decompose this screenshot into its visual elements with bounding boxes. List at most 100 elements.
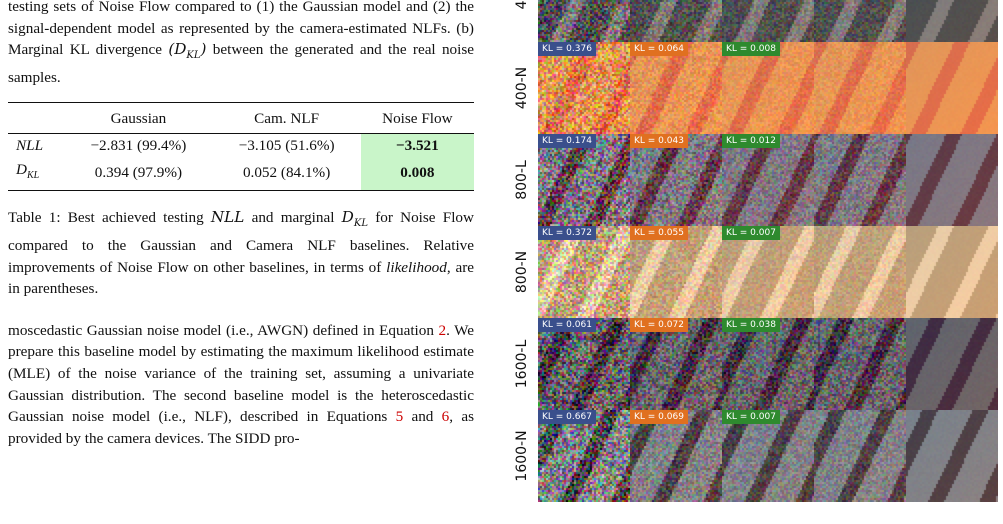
kl-badge: KL = 0.007 xyxy=(722,226,780,240)
noise-sample-tile xyxy=(814,0,906,42)
kl-badge: KL = 0.055 xyxy=(630,226,688,240)
noise-sample-image xyxy=(630,226,722,318)
noise-sample-image xyxy=(538,226,630,318)
kl-badge: KL = 0.008 xyxy=(722,42,780,56)
kl-badge: KL = 0.007 xyxy=(722,410,780,424)
noise-sample-tile xyxy=(814,410,906,502)
table-header-gaussian: Gaussian xyxy=(64,102,213,135)
cell-gaussian: 0.394 (97.9%) xyxy=(64,158,213,192)
cell-camnlf: 0.052 (84.1%) xyxy=(212,158,361,192)
noise-sample-image xyxy=(722,318,814,410)
noise-sample-image xyxy=(906,134,998,226)
equation-ref-5[interactable]: 5 xyxy=(395,408,404,426)
noise-sample-tile xyxy=(814,226,906,318)
noise-sample-tile xyxy=(906,134,998,226)
equation-ref-6[interactable]: 6 xyxy=(441,408,450,426)
noise-sample-image xyxy=(538,134,630,226)
row-label: 400 xyxy=(510,0,534,42)
noise-sample-image xyxy=(906,226,998,318)
intro-paragraph: testing sets of Noise Flow compared to (… xyxy=(8,0,474,88)
row-label: 1600-L xyxy=(514,339,530,389)
noise-sample-tile xyxy=(906,0,998,42)
table-row-dkl: DKL 0.394 (97.9%) 0.052 (84.1%) 0.008 xyxy=(8,158,474,192)
row-label: 1600-N xyxy=(514,430,530,482)
noise-sample-image xyxy=(538,0,630,42)
noise-sample-image xyxy=(814,410,906,502)
noise-sample-tile xyxy=(814,42,906,134)
noise-sample-tile xyxy=(906,226,998,318)
kl-badge: KL = 0.038 xyxy=(722,318,780,332)
noise-sample-tile: KL = 0.007 xyxy=(722,226,814,318)
noise-sample-image xyxy=(722,0,814,42)
table-header-empty xyxy=(8,102,65,135)
noise-sample-image xyxy=(630,410,722,502)
kl-badge: KL = 0.376 xyxy=(538,42,596,56)
noise-sample-tile xyxy=(906,410,998,502)
noise-sample-tile xyxy=(630,0,722,42)
noise-sample-tile xyxy=(538,0,630,42)
noise-sample-image xyxy=(538,410,630,502)
row-label: 800-L xyxy=(514,160,530,200)
kl-badge: KL = 0.072 xyxy=(630,318,688,332)
noise-sample-tile xyxy=(814,318,906,410)
table-row-nll: NLL −2.831 (99.4%) −3.105 (51.6%) −3.521 xyxy=(8,133,474,159)
intro-math: (DKL) xyxy=(168,40,207,62)
noise-sample-image xyxy=(814,318,906,410)
noise-sample-image xyxy=(722,134,814,226)
noise-sample-image xyxy=(722,42,814,134)
kl-badge: KL = 0.372 xyxy=(538,226,596,240)
noise-sample-image xyxy=(630,318,722,410)
noise-sample-tile: KL = 0.055 xyxy=(630,226,722,318)
equation-ref-2[interactable]: 2 xyxy=(438,321,447,339)
noise-sample-image xyxy=(538,318,630,410)
paper-left-column: testing sets of Noise Flow compared to (… xyxy=(8,0,474,524)
table-header-row: Gaussian Cam. NLF Noise Flow xyxy=(8,102,474,135)
noise-sample-tile: KL = 0.007 xyxy=(722,410,814,502)
noise-sample-tile: KL = 0.072 xyxy=(630,318,722,410)
row-label-nll: NLL xyxy=(16,137,44,155)
noise-sample-image xyxy=(814,0,906,42)
kl-badge: KL = 0.174 xyxy=(538,134,596,148)
noise-sample-image xyxy=(538,42,630,134)
noise-sample-tile: KL = 0.038 xyxy=(722,318,814,410)
table-header-noiseflow: Noise Flow xyxy=(360,102,474,135)
noise-sample-image xyxy=(814,134,906,226)
noise-sample-tile xyxy=(906,318,998,410)
cell-noiseflow-best: −3.521 xyxy=(360,133,474,159)
noise-samples-figure: 400 400-N KL = 0.376 KL = 0.064 KL = 0.008 80… xyxy=(510,0,1003,524)
noise-sample-image xyxy=(722,226,814,318)
noise-sample-image xyxy=(906,318,998,410)
kl-badge: KL = 0.064 xyxy=(630,42,688,56)
noise-sample-image xyxy=(630,42,722,134)
table-caption: Table 1: Best achieved testing NLL and m… xyxy=(8,208,474,298)
table-header-camnlf: Cam. NLF xyxy=(212,102,361,135)
row-label: 800-N xyxy=(514,250,530,294)
noise-sample-tile: KL = 0.061 xyxy=(538,318,630,410)
noise-sample-image xyxy=(814,42,906,134)
noise-sample-image xyxy=(906,0,998,42)
row-label-dkl: DKL xyxy=(8,158,65,192)
noise-sample-image xyxy=(906,42,998,134)
kl-badge: KL = 0.667 xyxy=(538,410,596,424)
noise-sample-tile: KL = 0.008 xyxy=(722,42,814,134)
noise-sample-tile: KL = 0.174 xyxy=(538,134,630,226)
intro-text: testing sets of Noise Flow compared to (… xyxy=(8,0,474,59)
noise-sample-image xyxy=(630,134,722,226)
results-table-wrapper: Gaussian Cam. NLF Noise Flow NLL −2.831 … xyxy=(8,102,474,192)
results-table: Gaussian Cam. NLF Noise Flow NLL −2.831 … xyxy=(8,102,474,192)
noise-sample-tile: KL = 0.376 xyxy=(538,42,630,134)
row-label: 400-N xyxy=(514,66,530,110)
noise-sample-tile: KL = 0.012 xyxy=(722,134,814,226)
cell-gaussian: −2.831 (99.4%) xyxy=(90,137,187,155)
noise-sample-image xyxy=(722,410,814,502)
noise-sample-tile: KL = 0.043 xyxy=(630,134,722,226)
noise-sample-tile xyxy=(722,0,814,42)
noise-sample-image xyxy=(906,410,998,502)
noise-sample-tile: KL = 0.064 xyxy=(630,42,722,134)
noise-sample-tile: KL = 0.667 xyxy=(538,410,630,502)
kl-badge: KL = 0.069 xyxy=(630,410,688,424)
noise-sample-tile xyxy=(814,134,906,226)
body-paragraph: moscedastic Gaussian noise model (i.e., … xyxy=(8,321,474,447)
cell-camnlf: −3.105 (51.6%) xyxy=(238,137,335,155)
kl-badge: KL = 0.043 xyxy=(630,134,688,148)
